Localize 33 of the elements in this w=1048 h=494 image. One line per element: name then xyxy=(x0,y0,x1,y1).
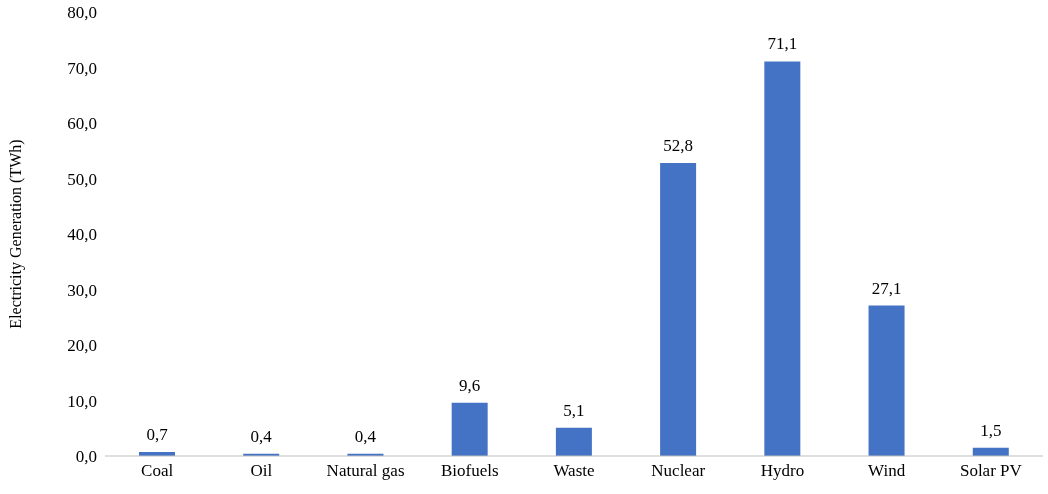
x-tick-label: Hydro xyxy=(760,461,805,481)
x-tick-label: Natural gas xyxy=(326,461,405,481)
x-tick-label: Biofuels xyxy=(440,461,499,481)
y-tick-label: 10,0 xyxy=(67,391,97,411)
y-tick-label: 70,0 xyxy=(67,58,97,78)
data-label: 1,5 xyxy=(980,420,1002,440)
data-label: 71,1 xyxy=(767,34,798,54)
y-axis-title: Electricity Generation (TWh) xyxy=(6,139,25,329)
y-tick-label: 20,0 xyxy=(67,336,97,356)
data-label: 0,7 xyxy=(146,425,169,445)
data-label: 5,1 xyxy=(563,400,585,420)
x-tick-label: Waste xyxy=(553,461,595,481)
bar xyxy=(660,162,697,456)
x-tick-label: Oil xyxy=(250,461,273,481)
bar xyxy=(451,402,488,456)
y-tick-label: 80,0 xyxy=(67,3,97,23)
y-tick-label: 30,0 xyxy=(67,280,97,300)
y-tick-label: 50,0 xyxy=(67,169,97,189)
data-label: 27,1 xyxy=(871,278,902,298)
y-tick-label: 40,0 xyxy=(67,225,97,245)
bar xyxy=(868,305,905,456)
data-label: 0,4 xyxy=(354,426,377,446)
x-tick-label: Solar PV xyxy=(959,461,1023,481)
x-tick-label: Coal xyxy=(141,461,174,481)
data-label: 9,6 xyxy=(459,375,481,395)
bar xyxy=(764,61,801,456)
x-tick-label: Nuclear xyxy=(651,461,706,481)
y-tick-label: 60,0 xyxy=(67,114,97,134)
data-label: 52,8 xyxy=(663,135,693,155)
bar xyxy=(555,427,592,456)
y-tick-label: 0,0 xyxy=(75,447,97,467)
data-label: 0,4 xyxy=(250,426,273,446)
x-tick-label: Wind xyxy=(868,461,906,481)
